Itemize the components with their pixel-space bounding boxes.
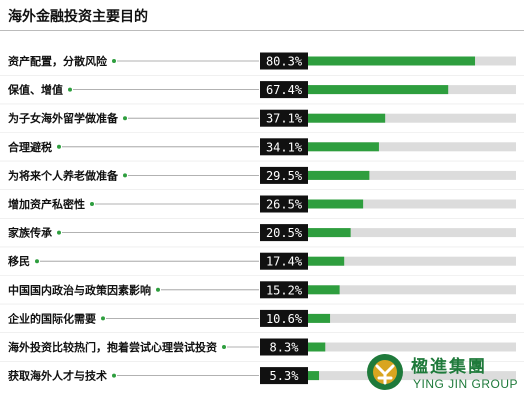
- leader-dot: [123, 116, 127, 121]
- value-label: 80.3%: [266, 55, 303, 69]
- bar: [308, 56, 476, 66]
- bar: [308, 199, 364, 209]
- leader-dot: [222, 345, 226, 349]
- leader-dot: [112, 373, 116, 378]
- bar-track: [308, 313, 516, 323]
- bar-track: [308, 256, 516, 266]
- top-rule: [0, 30, 524, 31]
- bar-track: [308, 199, 516, 209]
- value-label: 17.4%: [266, 255, 303, 269]
- bar: [308, 371, 320, 381]
- bar: [308, 228, 351, 238]
- category-label: 为子女海外留学做准备: [8, 111, 119, 125]
- value-label-box: [260, 252, 308, 270]
- bar: [308, 342, 326, 352]
- category-label: 移民: [8, 254, 30, 268]
- category-label: 为将来个人养老做准备: [8, 168, 119, 182]
- company-logo: 楹進集團 YING JIN GROUP: [363, 350, 523, 400]
- value-label: 34.1%: [266, 140, 303, 154]
- leader-dot: [90, 202, 94, 206]
- logo-emblem-icon: [367, 354, 403, 390]
- value-label-box: [260, 281, 308, 299]
- value-label-box: [260, 309, 308, 327]
- value-label-box: [260, 338, 308, 356]
- value-label: 20.5%: [266, 226, 303, 240]
- bar-track: [308, 342, 516, 352]
- value-label: 37.1%: [266, 112, 303, 126]
- bar-track: [308, 285, 516, 295]
- value-label-box: [260, 224, 308, 242]
- value-label: 15.2%: [266, 283, 303, 297]
- value-label: 67.4%: [266, 83, 303, 97]
- value-label-box: [260, 138, 308, 156]
- value-label: 8.3%: [270, 341, 300, 355]
- logo-name-en: YING JIN GROUP: [413, 377, 519, 391]
- bar-track: [308, 371, 516, 381]
- leader-dot: [57, 230, 61, 235]
- category-label: 企业的国际化需要: [7, 311, 96, 325]
- category-label: 中国国内政治与政策因素影响: [8, 283, 151, 297]
- logo-name-cn: 楹進集團: [411, 357, 487, 377]
- bar: [308, 285, 340, 295]
- value-label-box: [260, 166, 308, 184]
- leader-dot: [123, 173, 127, 178]
- bar-track: [308, 228, 516, 238]
- category-label: 获取海外人才与技术: [8, 369, 107, 383]
- value-label: 10.6%: [266, 312, 303, 326]
- value-label-box: [260, 195, 308, 213]
- leader-dot: [35, 259, 39, 264]
- category-label: 增加资产私密性: [8, 197, 85, 211]
- bar: [308, 170, 370, 180]
- category-label: 保值、增值: [7, 83, 63, 97]
- bar: [308, 113, 386, 123]
- bar-track: [308, 170, 516, 180]
- value-label: 26.5%: [266, 198, 303, 212]
- bar: [308, 313, 331, 323]
- value-label: 29.5%: [266, 169, 303, 183]
- category-label: 合理避税: [8, 140, 52, 154]
- leader-dot: [101, 316, 105, 321]
- value-label: 5.3%: [270, 369, 300, 383]
- category-label: 家族传承: [8, 226, 53, 240]
- leader-dot: [68, 87, 72, 92]
- value-label-box: [260, 109, 308, 127]
- category-label: 海外投资比较热门，抱着尝试心理尝试投资: [8, 340, 217, 354]
- bar-track: [308, 113, 516, 123]
- bar: [308, 85, 449, 95]
- bar-track: [308, 142, 516, 152]
- leader-dot: [156, 287, 160, 292]
- category-label: 资产配置，分散风险: [8, 54, 108, 68]
- bar: [308, 256, 345, 266]
- chart-title: 海外金融投资主要目的: [8, 9, 148, 25]
- leader-dot: [112, 59, 116, 63]
- value-label-box: [260, 367, 308, 385]
- value-label-box: [260, 52, 308, 70]
- value-label-box: [260, 81, 308, 99]
- bar: [308, 142, 379, 152]
- leader-dot: [57, 144, 61, 149]
